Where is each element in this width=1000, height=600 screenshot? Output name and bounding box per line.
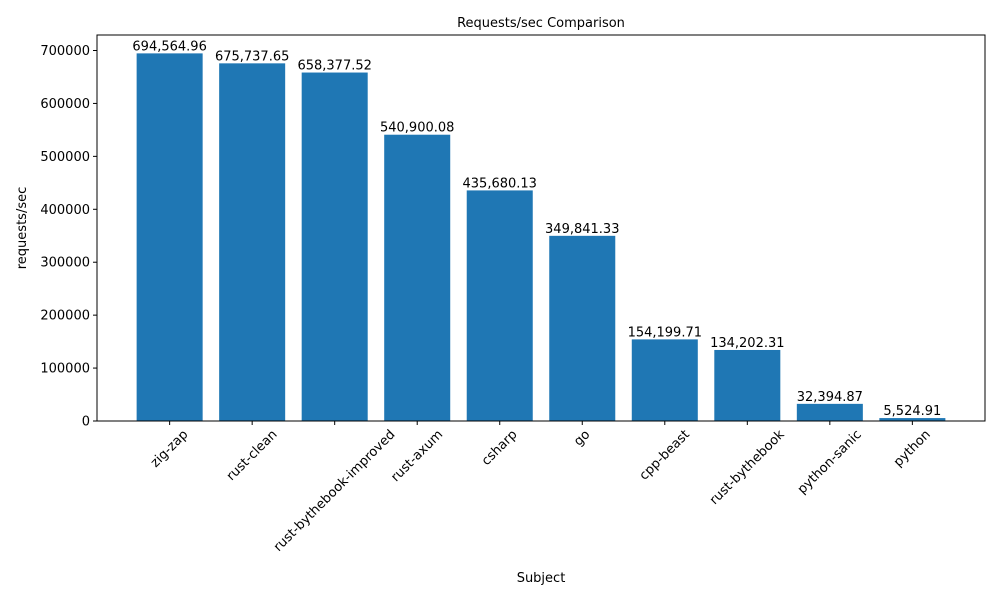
- data-label: 675,737.65: [215, 49, 289, 64]
- chart-title: Requests/sec Comparison: [457, 16, 625, 31]
- data-label: 435,680.13: [463, 176, 537, 191]
- y-tick-label: 600000: [40, 97, 90, 112]
- data-label: 658,377.52: [297, 59, 371, 74]
- data-label: 32,394.87: [797, 390, 863, 405]
- bar-zig-zap: [136, 53, 203, 421]
- data-label: 540,900.08: [380, 121, 454, 136]
- bar-cpp-beast: [631, 339, 698, 421]
- y-tick-label: 500000: [40, 150, 90, 165]
- x-axis-label: Subject: [517, 571, 566, 586]
- y-tick-label: 100000: [40, 362, 90, 377]
- y-tick-label: 200000: [40, 309, 90, 324]
- bar-python: [879, 418, 946, 421]
- y-tick-label: 400000: [40, 203, 90, 218]
- data-label: 349,841.33: [545, 222, 619, 237]
- data-label: 694,564.96: [132, 39, 206, 54]
- y-tick-label: 300000: [40, 256, 90, 271]
- bar-rust-axum: [384, 134, 451, 421]
- y-axis-label: requests/sec: [15, 187, 30, 270]
- bar-python-sanic: [796, 403, 863, 421]
- bar-rust-bythebook-improved: [301, 72, 368, 422]
- data-label: 154,199.71: [628, 325, 702, 340]
- data-label: 134,202.31: [710, 336, 784, 351]
- y-tick-label: 0: [82, 415, 90, 430]
- y-tick-label: 700000: [40, 44, 90, 59]
- bar-csharp: [466, 190, 533, 421]
- data-label: 5,524.91: [883, 404, 941, 419]
- bar-rust-bythebook: [714, 349, 781, 421]
- bar-go: [549, 235, 616, 421]
- bar-rust-clean: [219, 63, 286, 421]
- axes-frame: [96, 34, 986, 422]
